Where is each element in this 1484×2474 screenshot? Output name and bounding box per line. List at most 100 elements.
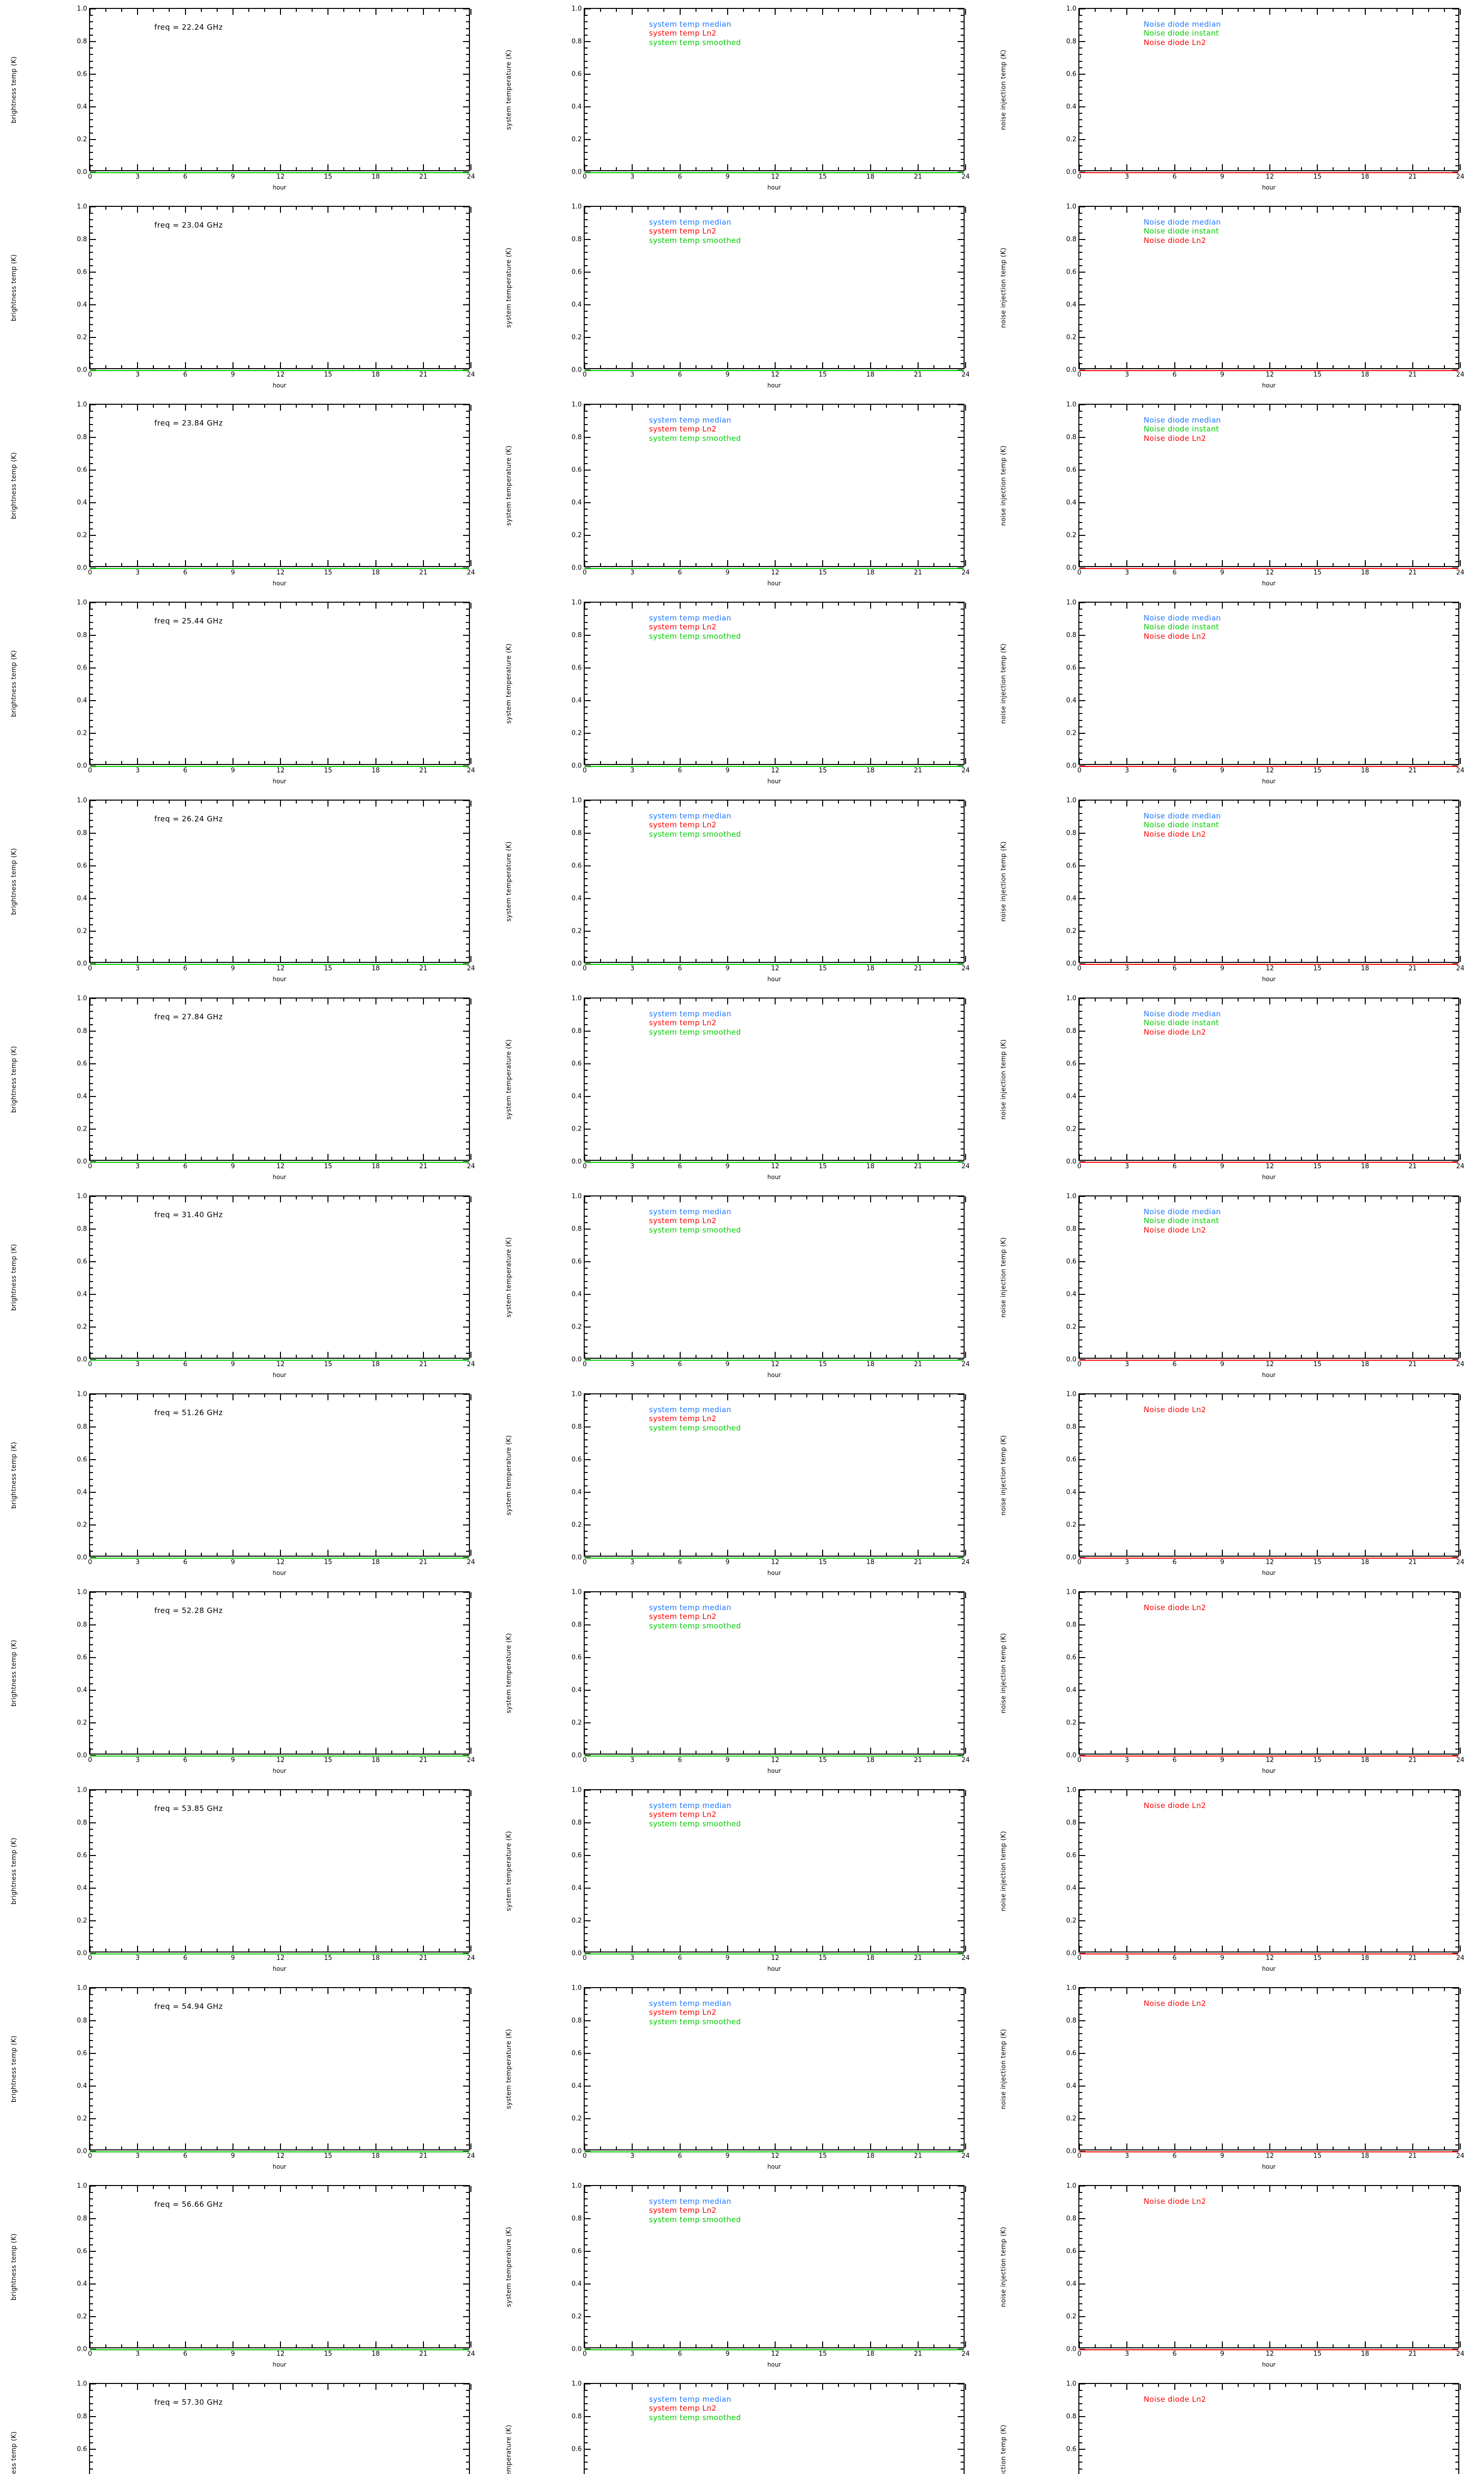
y-minor-tick [961, 1004, 964, 1006]
x-minor-tick [901, 1394, 903, 1397]
x-tick-mark [327, 560, 329, 566]
y-minor-tick [90, 54, 93, 55]
y-minor-tick [585, 226, 588, 227]
y-tick-label: 1.0 [571, 1984, 582, 1992]
y-tick-mark [463, 1129, 469, 1130]
y-minor-tick [90, 1835, 93, 1837]
y-minor-tick [585, 1703, 588, 1704]
y-minor-tick [1079, 1268, 1082, 1269]
x-tick-mark [917, 1550, 919, 1556]
x-minor-tick [742, 603, 744, 606]
y-tick-mark [463, 2053, 469, 2054]
x-tick-mark [965, 1592, 966, 1598]
y-minor-tick [90, 1209, 93, 1210]
y-minor-tick [1455, 713, 1458, 714]
x-minor-tick [407, 1592, 408, 1595]
x-tick-mark [137, 1790, 139, 1796]
y-minor-tick [90, 219, 93, 221]
y-tick-mark [1452, 898, 1458, 899]
y-tick-mark [958, 1888, 964, 1889]
x-tick-label: 21 [914, 1559, 923, 1566]
y-minor-tick [961, 1478, 964, 1480]
series-line-noise-diode-ln2 [1079, 1953, 1458, 1954]
y-tick-mark [463, 667, 469, 668]
y-minor-tick [90, 1215, 93, 1217]
y-minor-tick [466, 2455, 469, 2457]
x-minor-tick [1301, 1988, 1302, 1991]
y-axis-label: noise injection temp (K) [998, 8, 1009, 171]
y-minor-tick [1079, 1550, 1082, 1552]
x-tick-mark [185, 801, 186, 807]
y-tick-mark [463, 998, 469, 999]
y-minor-tick [1455, 2270, 1458, 2272]
y-minor-tick [466, 554, 469, 556]
y-tick-mark [1079, 139, 1085, 140]
x-tick-mark [870, 1352, 871, 1358]
x-minor-tick [901, 1355, 903, 1358]
x-tick-mark [679, 207, 681, 213]
x-tick-mark [1221, 801, 1223, 807]
y-minor-tick [90, 1842, 93, 1843]
y-tick-mark [90, 1524, 96, 1525]
y-axis-label-text: system temperature (K) [505, 643, 513, 724]
y-minor-tick [1455, 1796, 1458, 1798]
y-tick-label: 0.6 [571, 2247, 582, 2255]
x-minor-tick [264, 801, 265, 804]
y-tick-mark [1452, 1196, 1458, 1197]
y-minor-tick [466, 1050, 469, 1051]
y-tick-mark [90, 1592, 96, 1593]
y-minor-tick [961, 1287, 964, 1288]
y-tick-mark [958, 1063, 964, 1064]
x-tick-mark [90, 9, 91, 15]
legend-entry: system temp smoothed [649, 1621, 741, 1630]
y-minor-tick [1455, 1531, 1458, 1532]
x-minor-tick [248, 167, 249, 170]
x-minor-tick [901, 2344, 903, 2347]
y-minor-tick [1455, 1241, 1458, 1243]
y-tick-label: 0.8 [77, 38, 87, 46]
y-minor-tick [1079, 839, 1082, 841]
x-tick-mark [870, 207, 871, 213]
x-tick-mark [632, 362, 633, 368]
y-minor-tick [585, 145, 588, 147]
x-minor-tick [1237, 207, 1239, 210]
x-tick-mark [1174, 1748, 1175, 1754]
x-minor-tick [790, 405, 792, 408]
y-minor-tick [961, 1735, 964, 1737]
x-minor-tick [1142, 167, 1144, 170]
x-minor-tick [1348, 2186, 1350, 2189]
x-minor-tick [312, 405, 313, 408]
x-minor-tick [1396, 207, 1397, 210]
x-minor-tick [1158, 999, 1159, 1001]
x-tick-mark [965, 362, 966, 368]
x-tick-label: 21 [1408, 1757, 1417, 1764]
y-tick-label: 0.6 [571, 1654, 582, 1662]
y-tick-mark [463, 2118, 469, 2119]
x-minor-tick [901, 365, 903, 368]
x-minor-tick [200, 1394, 202, 1397]
y-minor-tick [585, 1017, 588, 1019]
y-minor-tick [961, 330, 964, 332]
x-minor-tick [343, 1751, 345, 1754]
x-minor-tick [105, 1394, 107, 1397]
x-minor-tick [438, 1949, 440, 1951]
x-minor-tick [200, 959, 202, 962]
x-minor-tick [616, 563, 617, 566]
x-minor-tick [264, 2344, 265, 2347]
y-minor-tick [961, 641, 964, 643]
y-minor-tick [1079, 515, 1082, 517]
x-tick-mark [917, 1352, 919, 1358]
y-minor-tick [1455, 878, 1458, 880]
x-tick-mark [679, 1988, 681, 1994]
x-tick-label: 21 [419, 371, 428, 379]
y-tick-mark [463, 1722, 469, 1723]
x-minor-tick [742, 2384, 744, 2387]
y-minor-tick [1079, 1011, 1082, 1012]
x-minor-tick [264, 9, 265, 12]
legend: Noise diode Ln2 [1144, 2395, 1206, 2404]
x-minor-tick [359, 2186, 361, 2189]
y-minor-tick [466, 1485, 469, 1486]
